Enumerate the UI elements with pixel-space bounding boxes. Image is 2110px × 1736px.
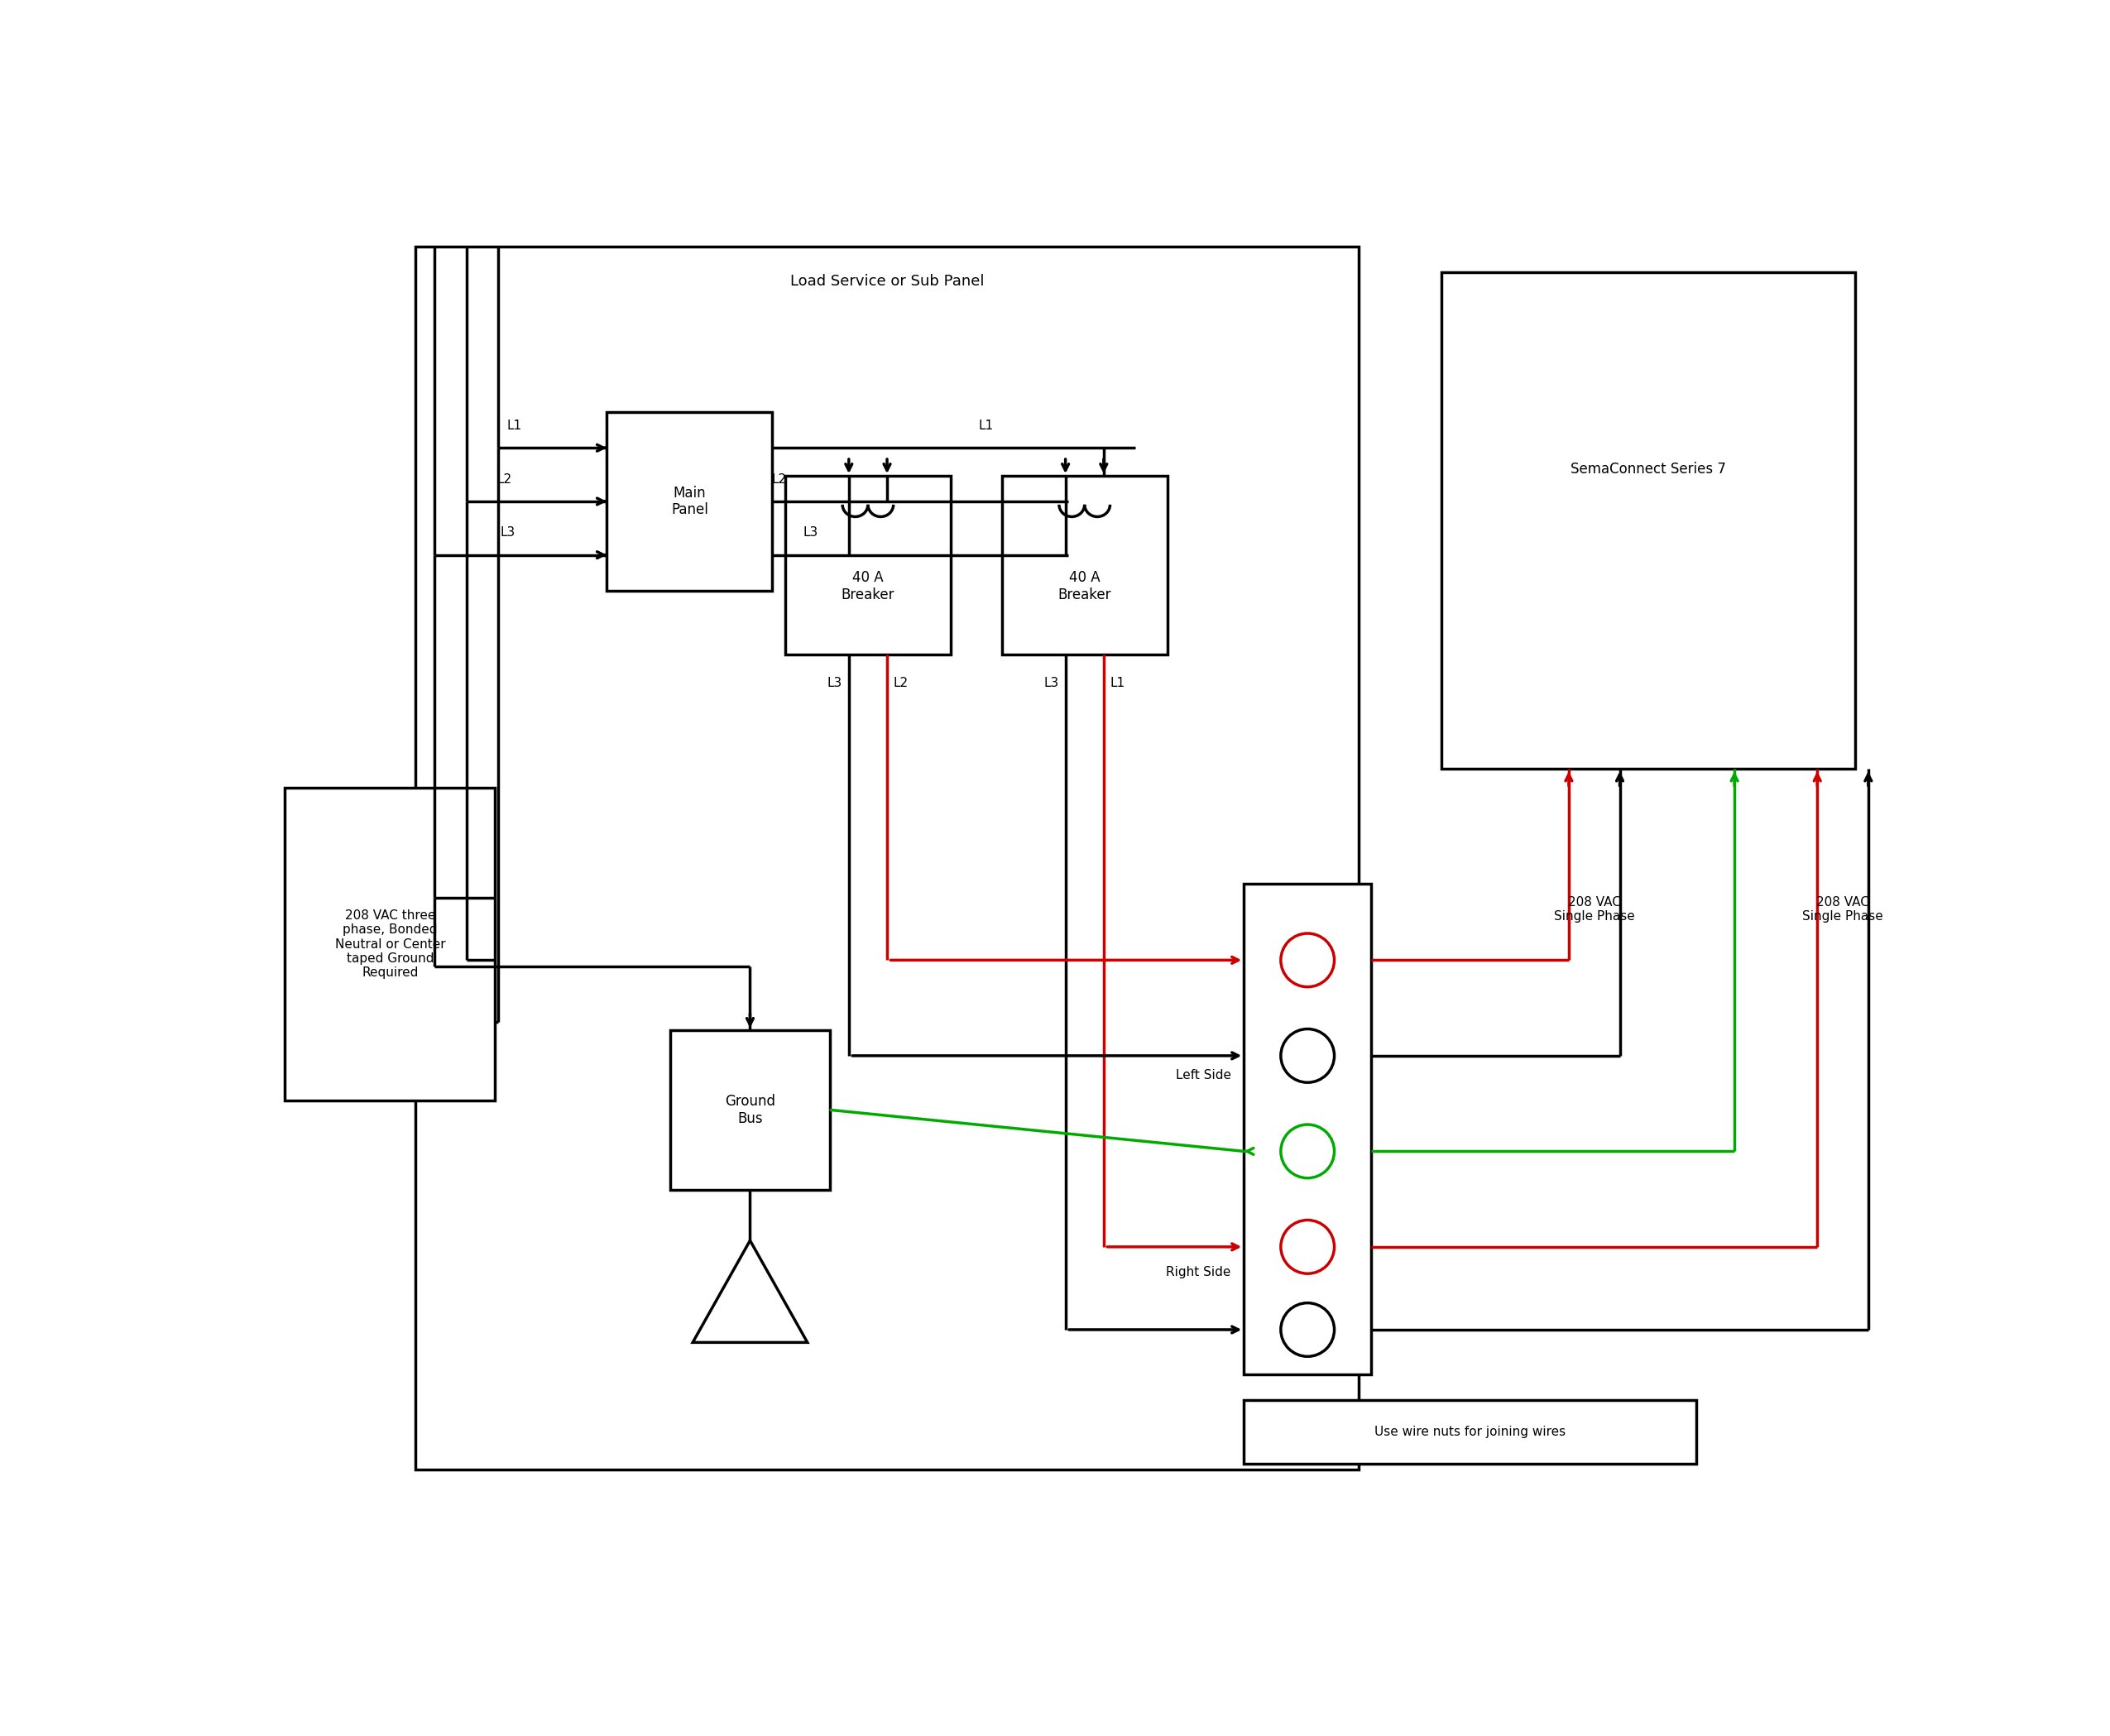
Text: L3: L3	[1044, 677, 1059, 689]
Text: L2: L2	[498, 474, 513, 486]
Bar	[1245, 884, 1372, 1375]
Text: Use wire nuts for joining wires: Use wire nuts for joining wires	[1374, 1425, 1566, 1437]
Bar	[785, 476, 952, 654]
Text: 208 VAC
Single Phase: 208 VAC Single Phase	[1802, 896, 1884, 922]
Bar	[1002, 476, 1167, 654]
Text: L1: L1	[979, 420, 994, 432]
Bar	[1441, 273, 1855, 769]
Bar	[285, 788, 496, 1101]
Text: Left Side: Left Side	[1175, 1069, 1230, 1082]
Text: L3: L3	[827, 677, 842, 689]
Text: L3: L3	[804, 526, 819, 538]
Text: L1: L1	[1110, 677, 1125, 689]
Bar	[671, 1029, 829, 1189]
Text: L3: L3	[500, 526, 515, 538]
Text: Right Side: Right Side	[1167, 1266, 1230, 1279]
Text: L2: L2	[772, 474, 787, 486]
Text: 40 A
Breaker: 40 A Breaker	[1057, 571, 1112, 602]
Text: 208 VAC
Single Phase: 208 VAC Single Phase	[1553, 896, 1635, 922]
Text: Load Service or Sub Panel: Load Service or Sub Panel	[789, 274, 983, 288]
Text: Main
Panel: Main Panel	[671, 486, 709, 517]
Bar	[1245, 1399, 1696, 1463]
Text: Ground
Bus: Ground Bus	[726, 1094, 774, 1127]
Bar	[416, 247, 1359, 1470]
Text: 40 A
Breaker: 40 A Breaker	[842, 571, 895, 602]
Text: 208 VAC three
phase, Bonded
Neutral or Center
taped Ground
Required: 208 VAC three phase, Bonded Neutral or C…	[335, 910, 445, 979]
Bar	[608, 411, 772, 590]
Text: L1: L1	[506, 420, 521, 432]
Text: L2: L2	[893, 677, 909, 689]
Text: SemaConnect Series 7: SemaConnect Series 7	[1570, 462, 1726, 477]
